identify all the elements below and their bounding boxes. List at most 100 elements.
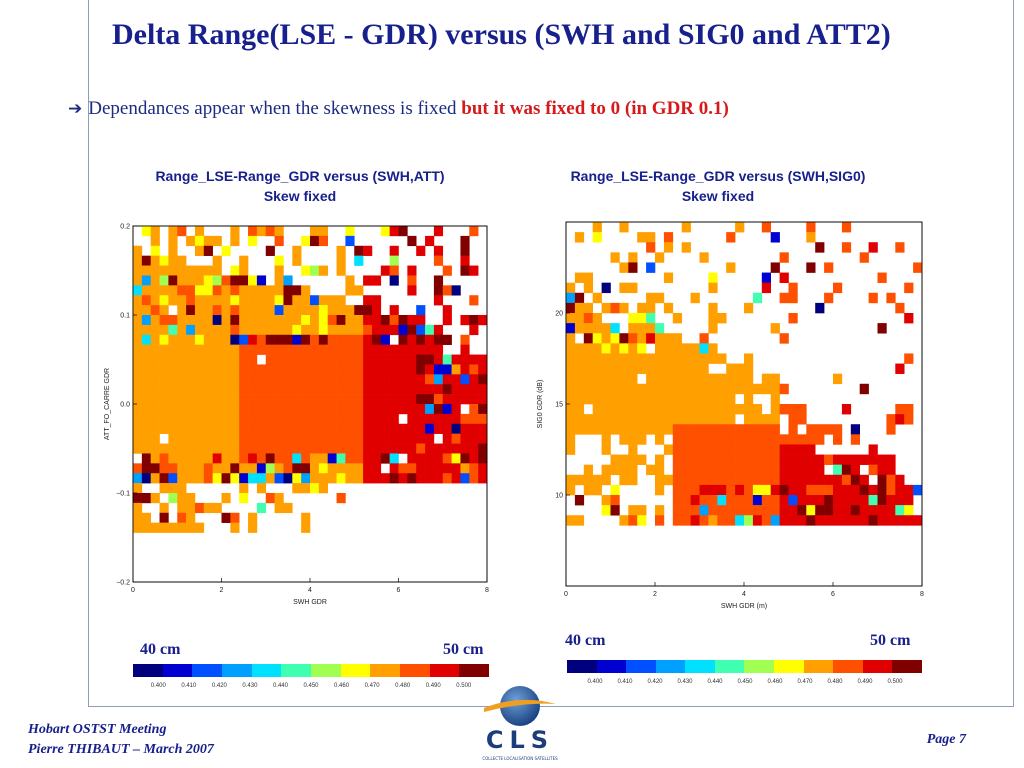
heatmap-cell — [150, 413, 160, 425]
heatmap-cell — [407, 354, 417, 365]
heatmap-cell — [574, 383, 585, 395]
heatmap-cell — [177, 493, 187, 504]
heatmap-cell — [363, 275, 373, 286]
heatmap-cell — [212, 344, 222, 355]
heatmap-cell — [779, 383, 789, 395]
heatmap-cell — [345, 235, 355, 247]
heatmap-cell — [637, 505, 647, 516]
heatmap-cell — [283, 295, 293, 306]
heatmap-cell — [398, 354, 408, 365]
heatmap-cell — [574, 353, 585, 364]
heatmap-cell — [256, 394, 267, 405]
heatmap-cell — [815, 474, 825, 486]
heatmap-cell — [274, 394, 284, 405]
heatmap-cell — [256, 423, 267, 434]
heatmap-cell — [628, 444, 638, 455]
heatmap-cell — [141, 315, 151, 326]
heatmap-cell — [646, 414, 656, 425]
heatmap-cell — [274, 235, 284, 247]
heatmap-cell — [398, 394, 408, 405]
heatmap-cell — [283, 324, 293, 336]
heatmap-cell — [327, 394, 337, 405]
heatmap-cell — [310, 473, 320, 484]
heatmap-cell — [221, 305, 231, 316]
heatmap-cell — [133, 423, 143, 434]
heatmap-cell — [681, 363, 691, 374]
heatmap-cell — [788, 292, 798, 304]
heatmap-cell — [283, 334, 293, 345]
heatmap-cell — [256, 443, 267, 454]
heatmap-cell — [141, 413, 151, 425]
heatmap-cell — [141, 354, 151, 365]
heatmap-cell — [177, 364, 187, 375]
heatmap-cell — [141, 512, 151, 523]
heatmap-cell — [841, 464, 852, 476]
heatmap-cell — [292, 334, 302, 345]
heatmap-cell — [141, 443, 151, 454]
heatmap-cell — [292, 255, 302, 266]
heatmap-cell — [283, 354, 293, 365]
heatmap-cell — [416, 473, 426, 484]
heatmap-cell — [230, 433, 240, 444]
colorbar-swatch — [685, 660, 715, 673]
heatmap-cell — [168, 433, 178, 444]
heatmap-cell — [469, 324, 479, 336]
heatmap-cell — [274, 315, 284, 326]
heatmap-cell — [363, 473, 373, 484]
heatmap-cell — [469, 453, 479, 464]
heatmap-cell — [363, 315, 373, 326]
footer-author: Pierre THIBAUT – March 2007 — [28, 742, 214, 757]
heatmap-cell — [318, 394, 328, 405]
heatmap-cell — [592, 404, 602, 415]
heatmap-cell — [797, 474, 807, 486]
heatmap-cell — [761, 272, 771, 283]
heatmap-cell — [601, 404, 611, 415]
heatmap-cell — [699, 363, 709, 374]
heatmap-cell — [788, 434, 798, 445]
heatmap-cell — [726, 232, 736, 243]
heatmap-cell — [363, 344, 373, 355]
heatmap-cell — [761, 505, 771, 516]
heatmap-cell — [442, 364, 452, 375]
heatmap-cell — [681, 373, 691, 385]
heatmap-cell — [407, 324, 417, 336]
heatmap-cell — [168, 245, 178, 256]
heatmap-cell — [336, 423, 346, 434]
heatmap-cell — [230, 305, 240, 316]
heatmap-cell — [681, 434, 691, 445]
heatmap-cell — [859, 495, 869, 506]
page-number: Page 7 — [926, 732, 966, 747]
heatmap-cell — [133, 394, 143, 405]
heatmap-cell — [442, 265, 452, 276]
heatmap-cell — [797, 454, 807, 465]
heatmap-cell — [159, 384, 169, 395]
heatmap-cell — [380, 334, 390, 345]
heatmap-cell — [601, 495, 611, 506]
heatmap-cell — [203, 354, 213, 365]
heatmap-cell — [619, 333, 629, 344]
y-tick-label: 10 — [555, 493, 563, 500]
heatmap-cell — [788, 464, 798, 476]
heatmap-cell — [460, 354, 470, 365]
colorbar-tick-label: 0.490 — [857, 679, 873, 685]
heatmap-cell — [469, 364, 479, 375]
heatmap-cell — [610, 383, 620, 395]
heatmap-cell — [283, 344, 293, 355]
heatmap-cell — [788, 505, 798, 516]
heatmap-cell — [186, 364, 196, 375]
heatmap-cell — [221, 285, 231, 296]
heatmap-cell — [168, 394, 178, 405]
heatmap-cell — [212, 413, 222, 425]
heatmap-cell — [292, 344, 302, 355]
colorbar-tick-label: 0.430 — [677, 679, 693, 685]
heatmap-cell — [292, 483, 302, 494]
heatmap-cell — [230, 423, 240, 434]
heatmap-cell — [416, 305, 426, 316]
heatmap-cell — [194, 423, 205, 434]
heatmap-cell — [904, 505, 914, 516]
heatmap-cell — [752, 444, 763, 455]
heatmap-cell — [460, 364, 470, 375]
heatmap-cell — [327, 413, 337, 425]
heatmap-cell — [168, 463, 178, 474]
heatmap-cell — [159, 413, 169, 425]
